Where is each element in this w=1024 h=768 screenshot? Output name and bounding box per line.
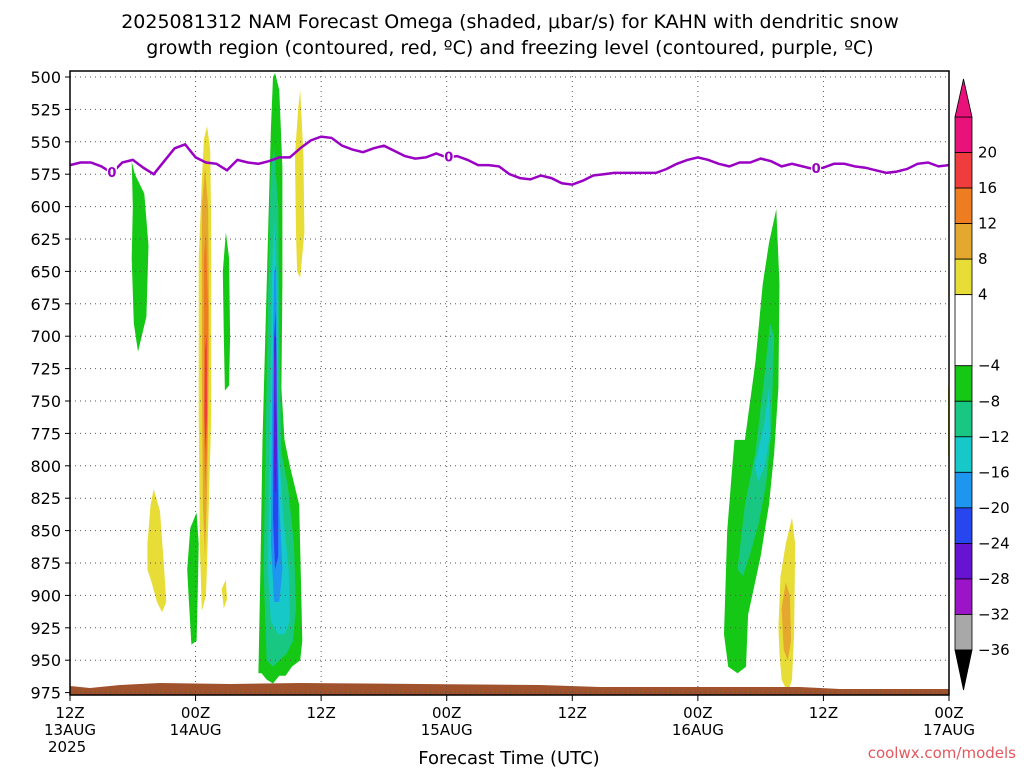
colorbar-bin-1	[954, 152, 973, 189]
colorbar-bin-4	[954, 258, 973, 296]
freezing-level-line	[69, 135, 950, 186]
x-axis-label: Forecast Time (UTC)	[418, 748, 599, 768]
colorbar-label-6: −8	[978, 392, 1000, 410]
y-tick-label-675: 675	[30, 295, 61, 314]
omega-region-2	[187, 512, 199, 645]
colorbar-label-5: −4	[978, 357, 1000, 375]
colorbar-bin-13	[954, 614, 973, 651]
x-tick-date-60: 16AUG	[672, 721, 724, 739]
freezing-label-bg-2	[811, 161, 822, 176]
colorbar-top-arrow	[954, 78, 973, 118]
omega-region-0	[131, 161, 149, 352]
x-tick-date-36: 15AUG	[421, 721, 473, 739]
x-tick-time-24: 12Z	[306, 704, 335, 722]
colorbar-bin-6	[954, 365, 973, 402]
omega-region-17	[724, 209, 780, 674]
colorbar-label-12: −32	[978, 605, 1010, 623]
y-tick-label-550: 550	[30, 133, 61, 152]
colorbar-bin-12	[954, 578, 973, 615]
y-tick-label-975: 975	[30, 684, 61, 703]
y-tick-label-700: 700	[30, 327, 61, 346]
colorbar-bin-11	[954, 543, 973, 580]
colorbar-bin-7	[954, 400, 973, 438]
omega-region-8	[222, 232, 231, 391]
y-tick-label-800: 800	[30, 457, 61, 476]
colorbar-bin-8	[954, 436, 973, 473]
x-tick-time-72: 12Z	[809, 704, 838, 722]
y-tick-label-725: 725	[30, 360, 61, 379]
colorbar-label-2: 12	[978, 215, 997, 233]
y-tick-label-625: 625	[30, 230, 61, 249]
terrain-ground	[70, 683, 949, 695]
colorbar-label-9: −20	[978, 499, 1010, 517]
y-tick-label-925: 925	[30, 619, 61, 638]
x-tick-time-36: 00Z	[432, 704, 461, 722]
y-tick-label-850: 850	[30, 522, 61, 541]
y-tick-label-750: 750	[30, 392, 61, 411]
y-tick-label-875: 875	[30, 554, 61, 573]
terrain-strip	[70, 683, 949, 695]
colorbar-label-0: 20	[978, 144, 997, 162]
y-tick-label-900: 900	[30, 586, 61, 605]
freezing-label-bg-0	[106, 164, 117, 179]
chart-title-line-2: growth region (contoured, red, ºC) and f…	[146, 37, 873, 59]
colorbar: 20 16 12 8 4 −4 −8 −12 −16 −20 −24 −28 −32 −36	[954, 78, 1010, 691]
x-tick-time-48: 12Z	[558, 704, 587, 722]
colorbar-bin-0	[954, 116, 973, 153]
omega-region-18	[737, 323, 775, 576]
y-tick-label-825: 825	[30, 489, 61, 508]
credit-text: coolwx.com/models	[868, 744, 1016, 762]
colorbar-bottom-arrow	[954, 649, 973, 691]
x-tick-date-0: 13AUG	[44, 721, 96, 739]
colorbar-label-11: −28	[978, 570, 1010, 588]
x-tick-year-0: 2025	[48, 738, 86, 756]
colorbar-label-10: −24	[978, 534, 1010, 552]
omega-region-7	[221, 579, 227, 609]
y-axis-ticks: 500 525 550 575 600 625 650 675 700 725 750 775 800 8…	[30, 68, 70, 703]
omega-region-19	[754, 388, 771, 482]
colorbar-label-13: −36	[978, 641, 1010, 659]
colorbar-label-7: −12	[978, 428, 1010, 446]
plot-frame	[69, 70, 950, 696]
colorbar-label-1: 16	[978, 179, 997, 197]
x-tick-date-12: 14AUG	[170, 721, 222, 739]
y-tick-label-775: 775	[30, 424, 61, 443]
colorbar-bin-9	[954, 471, 973, 509]
colorbar-label-3: 8	[978, 250, 988, 268]
y-tick-label-650: 650	[30, 262, 61, 281]
colorbar-bin-5	[954, 294, 973, 367]
chart-title-line-1: 2025081312 NAM Forecast Omega (shaded, μ…	[121, 11, 899, 33]
colorbar-bin-10	[954, 507, 973, 544]
omega-region-6	[204, 336, 208, 453]
omega-region-21	[781, 582, 791, 661]
omega-shading	[131, 73, 949, 693]
omega-region-1	[147, 489, 167, 613]
colorbar-bin-2	[954, 187, 973, 224]
x-tick-date-84: 17AUG	[923, 721, 975, 739]
omega-region-15	[274, 349, 276, 414]
x-tick-time-0: 12Z	[55, 704, 84, 722]
freezing-level-label-2: 0	[812, 162, 821, 177]
freezing-level-label-0: 0	[107, 166, 116, 181]
y-tick-label-525: 525	[30, 100, 61, 119]
freezing-label-bg-1	[443, 149, 454, 164]
y-tick-label-500: 500	[30, 68, 61, 87]
x-tick-time-12: 00Z	[181, 704, 210, 722]
colorbar-bin-3	[954, 223, 973, 260]
omega-region-16	[295, 90, 305, 278]
freezing-level-contour: 0 0 0	[69, 135, 950, 186]
y-tick-label-575: 575	[30, 165, 61, 184]
freezing-level-label-1: 0	[444, 150, 453, 165]
x-tick-time-84: 00Z	[934, 704, 963, 722]
y-tick-label-950: 950	[30, 651, 61, 670]
colorbar-label-4: 4	[978, 286, 988, 304]
y-tick-label-600: 600	[30, 198, 61, 217]
x-tick-time-60: 00Z	[683, 704, 712, 722]
colorbar-label-8: −16	[978, 463, 1010, 481]
